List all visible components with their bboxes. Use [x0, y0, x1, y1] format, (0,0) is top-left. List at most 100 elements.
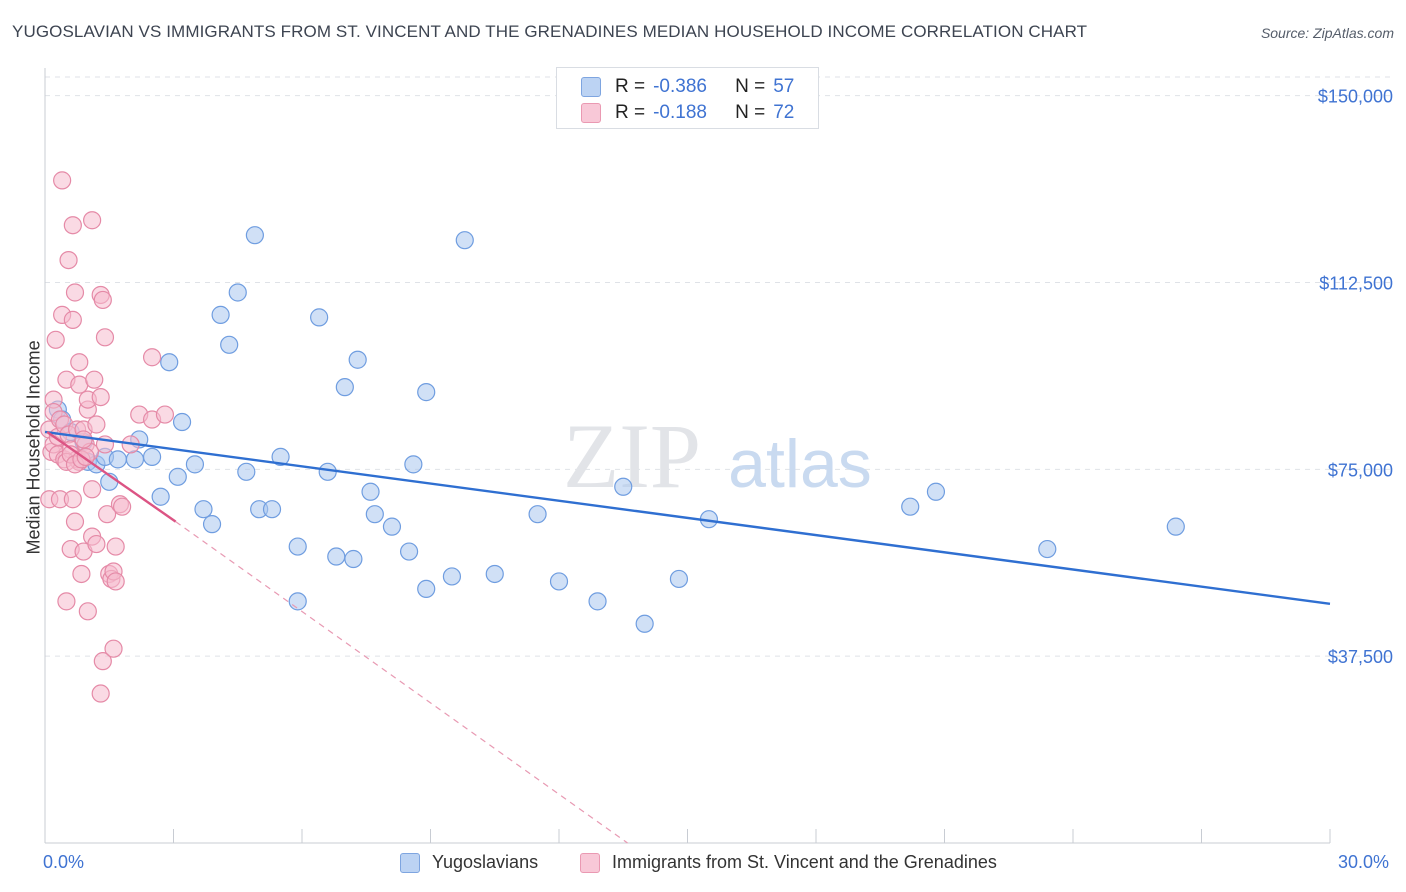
legend-item-stvincent[interactable]: Immigrants from St. Vincent and the Gren… — [580, 852, 997, 873]
legend-label: Immigrants from St. Vincent and the Gren… — [612, 852, 997, 872]
point-stvincent — [155, 405, 175, 424]
trend-line-stvincent — [46, 430, 177, 523]
point-yugoslavian — [185, 455, 205, 474]
point-yugoslavian — [1038, 539, 1057, 559]
point-yugoslavian — [262, 500, 282, 519]
stats-legend-row-stvincent: R = -0.188 N = 72 — [581, 101, 794, 125]
point-stvincent — [98, 505, 117, 524]
point-yugoslavian — [142, 447, 162, 466]
y-tick-label: $75,000 — [1328, 460, 1393, 480]
r-label: R = — [615, 76, 646, 97]
point-yugoslavian — [901, 497, 920, 516]
point-stvincent — [91, 684, 110, 703]
point-yugoslavian — [172, 412, 192, 432]
point-yugoslavian — [614, 477, 633, 496]
stats-legend-row-yugoslavians: R = -0.386 N = 57 — [581, 75, 794, 99]
r-value: -0.188 — [653, 102, 707, 123]
point-yugoslavian — [1166, 517, 1185, 536]
point-yugoslavian — [361, 482, 380, 501]
series-legend: Yugoslavians Immigrants from St. Vincent… — [0, 852, 1406, 878]
point-stvincent — [63, 216, 82, 235]
point-yugoslavian — [125, 450, 145, 469]
point-yugoslavian — [318, 462, 337, 481]
y-tick-label: $150,000 — [1318, 87, 1393, 107]
point-stvincent — [142, 348, 162, 367]
point-yugoslavian — [365, 505, 384, 524]
point-yugoslavian — [211, 305, 230, 324]
watermark: ZIP atlas — [563, 405, 872, 507]
r-value: -0.386 — [653, 76, 707, 97]
point-yugoslavian — [549, 572, 569, 591]
trend-line-yugoslavians — [44, 430, 1331, 606]
point-stvincent — [65, 283, 85, 302]
watermark-zip: ZIP — [563, 405, 701, 507]
n-value: 57 — [773, 76, 795, 97]
point-stvincent — [72, 564, 91, 584]
point-stvincent — [93, 652, 112, 671]
y-axis-label: Median Household Income — [23, 340, 44, 555]
point-stvincent — [85, 370, 104, 389]
chart-title: YUGOSLAVIAN VS IMMIGRANTS FROM ST. VINCE… — [12, 22, 1088, 41]
point-yugoslavian — [926, 482, 946, 501]
legend-label: Yugoslavians — [432, 852, 539, 872]
point-yugoslavian — [202, 515, 222, 534]
point-stvincent — [91, 388, 110, 407]
point-yugoslavian — [417, 383, 436, 402]
r-label: R = — [615, 102, 646, 123]
point-stvincent — [106, 537, 125, 556]
point-stvincent — [95, 328, 115, 347]
point-stvincent — [53, 171, 72, 190]
x-tick-max: 30.0% — [1338, 852, 1390, 872]
point-yugoslavian — [635, 614, 654, 633]
gridlines — [45, 76, 1395, 657]
point-stvincent — [87, 415, 106, 434]
point-yugoslavian — [160, 353, 179, 372]
point-stvincent — [59, 250, 78, 270]
point-yugoslavian — [348, 350, 367, 369]
series-stvincent-points — [40, 171, 175, 703]
n-value: 72 — [773, 102, 795, 123]
point-yugoslavian — [271, 447, 290, 466]
n-label: N = — [735, 102, 766, 123]
point-yugoslavian — [288, 592, 307, 611]
point-yugoslavian — [108, 450, 127, 469]
point-stvincent — [93, 290, 112, 310]
watermark-atlas: atlas — [728, 426, 872, 502]
stats-legend: R = -0.386 N = 57 R = -0.188 N = 72 — [556, 67, 819, 129]
point-stvincent — [74, 430, 93, 449]
y-tick-label: $37,500 — [1328, 647, 1393, 667]
point-yugoslavian — [151, 487, 170, 506]
point-yugoslavian — [194, 500, 213, 519]
point-stvincent — [46, 330, 65, 349]
point-yugoslavian — [237, 462, 256, 481]
point-stvincent — [87, 534, 106, 554]
point-yugoslavian — [335, 378, 354, 397]
point-stvincent — [63, 310, 82, 329]
point-stvincent — [104, 639, 123, 658]
point-yugoslavian — [310, 308, 329, 327]
point-stvincent — [70, 353, 89, 372]
point-stvincent — [106, 572, 125, 591]
point-yugoslavian — [442, 567, 462, 586]
point-stvincent — [83, 480, 102, 499]
n-label: N = — [735, 76, 766, 97]
legend-swatch-pink — [581, 103, 601, 123]
point-stvincent — [112, 497, 132, 516]
point-stvincent — [65, 512, 85, 531]
point-yugoslavian — [327, 547, 346, 566]
legend-item-yugoslavians[interactable]: Yugoslavians — [400, 852, 538, 873]
point-yugoslavian — [417, 579, 436, 599]
y-tick-label: $112,500 — [1319, 274, 1393, 294]
point-yugoslavian — [404, 455, 423, 474]
point-yugoslavian — [228, 283, 247, 302]
point-yugoslavian — [288, 537, 307, 556]
legend-swatch-pink — [580, 852, 600, 873]
y-tick-labels: $37,500 $75,000 $112,500 $150,000 — [1318, 87, 1393, 667]
legend-swatch-blue — [581, 77, 601, 97]
x-tick-min: 0.0% — [43, 852, 85, 872]
point-stvincent — [78, 602, 97, 621]
point-yugoslavian — [588, 592, 607, 611]
point-stvincent — [57, 592, 76, 611]
point-yugoslavian — [344, 549, 363, 569]
